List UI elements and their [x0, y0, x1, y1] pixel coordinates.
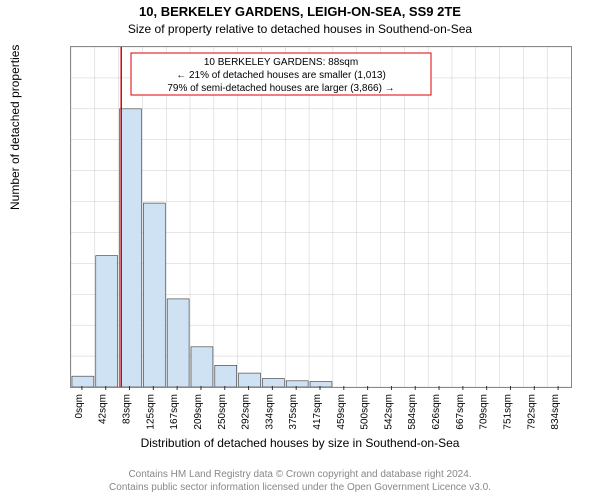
- x-tick-label: 834sqm: [550, 394, 561, 430]
- x-tick-label: 250sqm: [217, 394, 228, 430]
- x-tick-label: 83sqm: [122, 394, 133, 424]
- annotation-line: 79% of semi-detached houses are larger (…: [167, 83, 394, 94]
- histogram-bar: [239, 373, 261, 387]
- x-tick-label: 167sqm: [169, 394, 180, 430]
- footer-line1: Contains HM Land Registry data © Crown c…: [128, 469, 471, 480]
- annotation-line: ← 21% of detached houses are smaller (1,…: [176, 70, 386, 81]
- histogram-chart: 10 BERKELEY GARDENS: 88sqm ← 21% of detac…: [70, 46, 572, 388]
- x-tick-label: 751sqm: [502, 394, 513, 430]
- page-title: 10, BERKELEY GARDENS, LEIGH-ON-SEA, SS9 …: [0, 4, 600, 19]
- footer-line2: Contains public sector information licen…: [109, 482, 491, 493]
- histogram-bar: [143, 203, 165, 387]
- page-subtitle: Size of property relative to detached ho…: [0, 22, 600, 36]
- x-ticks: 0sqm 42sqm 83sqm 125sqm 167sqm 209sqm 250sqm 29…: [70, 386, 570, 436]
- x-tick-label: 417sqm: [312, 394, 323, 430]
- x-tick-label: 667sqm: [455, 394, 466, 430]
- annotation-line: 10 BERKELEY GARDENS: 88sqm: [204, 57, 358, 68]
- x-tick-label: 292sqm: [241, 394, 252, 430]
- x-tick-label: 375sqm: [288, 394, 299, 430]
- x-tick-label: 125sqm: [145, 394, 156, 430]
- x-tick-label: 42sqm: [98, 394, 109, 424]
- x-tick-label: 0sqm: [74, 394, 85, 418]
- x-tick-label: 542sqm: [383, 394, 394, 430]
- x-tick-label: 792sqm: [526, 394, 537, 430]
- x-tick-label: 626sqm: [431, 394, 442, 430]
- x-axis-label: Distribution of detached houses by size …: [0, 436, 600, 450]
- histogram-bar: [167, 299, 189, 387]
- x-tick-label: 334sqm: [264, 394, 275, 430]
- footer-credit: Contains HM Land Registry data © Crown c…: [0, 468, 600, 494]
- x-tick-label: 500sqm: [360, 394, 371, 430]
- annotation-box: 10 BERKELEY GARDENS: 88sqm ← 21% of detac…: [131, 53, 431, 95]
- x-tick-label: 459sqm: [336, 394, 347, 430]
- histogram-bar: [96, 256, 118, 387]
- x-tick-label: 584sqm: [407, 394, 418, 430]
- x-tick-label: 209sqm: [193, 394, 204, 430]
- histogram-bar: [191, 347, 213, 387]
- x-tick-label: 709sqm: [479, 394, 490, 430]
- y-axis-label: Number of detached properties: [8, 45, 22, 210]
- histogram-bars: [72, 109, 332, 387]
- histogram-bar: [215, 365, 237, 387]
- histogram-bar: [120, 109, 142, 387]
